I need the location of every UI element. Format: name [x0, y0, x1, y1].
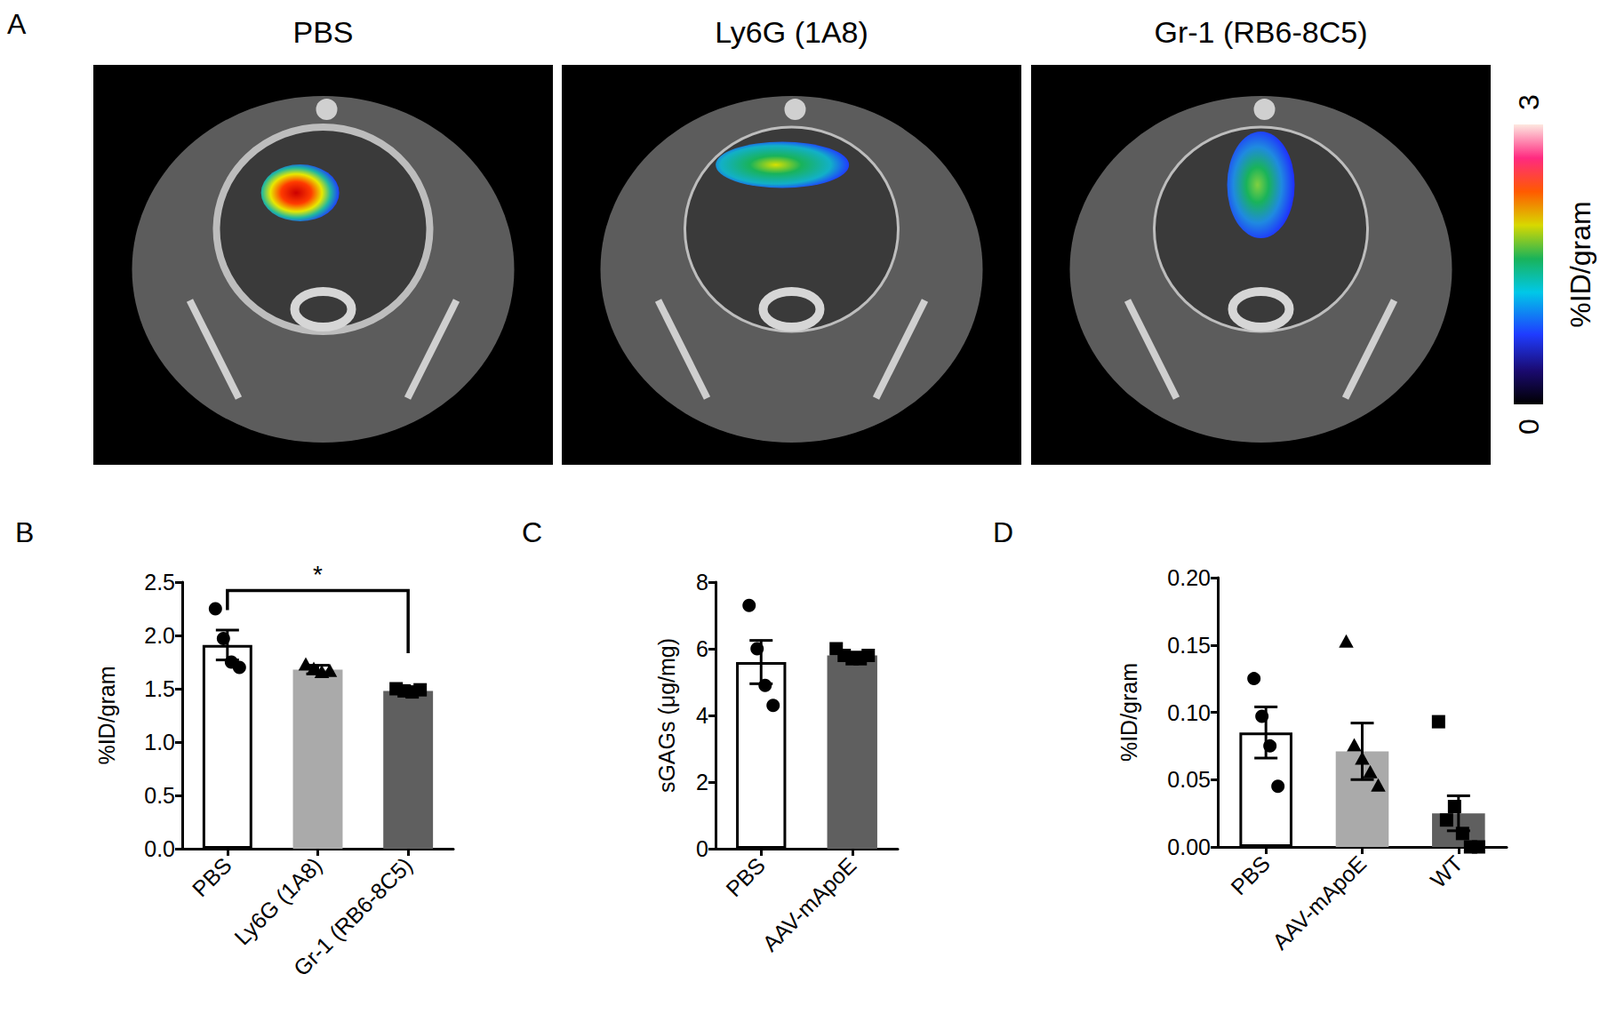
- svg-text:0.5: 0.5: [144, 783, 176, 808]
- svg-text:0.0: 0.0: [144, 836, 176, 862]
- svg-text:6: 6: [696, 636, 709, 662]
- svg-text:A: A: [7, 8, 27, 40]
- svg-text:0.20: 0.20: [1167, 565, 1211, 591]
- svg-text:WT: WT: [1424, 850, 1467, 893]
- svg-text:2.5: 2.5: [144, 569, 176, 595]
- svg-text:%ID/gram: %ID/gram: [94, 665, 120, 765]
- svg-text:PBS: PBS: [292, 15, 353, 49]
- svg-text:4: 4: [696, 703, 709, 728]
- svg-text:PBS: PBS: [1225, 850, 1275, 900]
- svg-text:Gr-1 (RB6-8C5): Gr-1 (RB6-8C5): [1154, 15, 1368, 49]
- svg-text:B: B: [15, 516, 34, 549]
- svg-text:8: 8: [696, 569, 709, 595]
- svg-text:Ly6G (1A8): Ly6G (1A8): [229, 852, 327, 950]
- svg-text:0.10: 0.10: [1167, 700, 1211, 726]
- svg-text:%ID/gram: %ID/gram: [1116, 663, 1142, 762]
- svg-text:0: 0: [1512, 418, 1545, 435]
- svg-text:%ID/gram: %ID/gram: [1564, 200, 1597, 328]
- svg-text:Gr-1 (RB6-8C5): Gr-1 (RB6-8C5): [288, 852, 417, 981]
- svg-text:1.0: 1.0: [144, 729, 176, 755]
- svg-text:0: 0: [696, 836, 709, 862]
- svg-text:*: *: [312, 560, 323, 589]
- svg-text:D: D: [992, 516, 1014, 549]
- svg-text:3: 3: [1512, 94, 1545, 111]
- svg-text:0.00: 0.00: [1167, 834, 1211, 860]
- svg-text:0.05: 0.05: [1167, 767, 1211, 792]
- svg-text:0.15: 0.15: [1167, 632, 1211, 658]
- svg-text:C: C: [521, 516, 543, 549]
- svg-text:PBS: PBS: [720, 852, 770, 902]
- svg-text:AAV-mApoE: AAV-mApoE: [1267, 850, 1372, 955]
- svg-text:Ly6G (1A8): Ly6G (1A8): [714, 15, 869, 49]
- svg-text:PBS: PBS: [187, 852, 237, 902]
- svg-text:2: 2: [696, 769, 709, 795]
- svg-text:2.0: 2.0: [144, 623, 176, 648]
- svg-text:1.5: 1.5: [144, 676, 176, 702]
- svg-text:AAV-mApoE: AAV-mApoE: [757, 852, 862, 957]
- svg-text:sGAGs (μg/mg): sGAGs (μg/mg): [654, 638, 680, 793]
